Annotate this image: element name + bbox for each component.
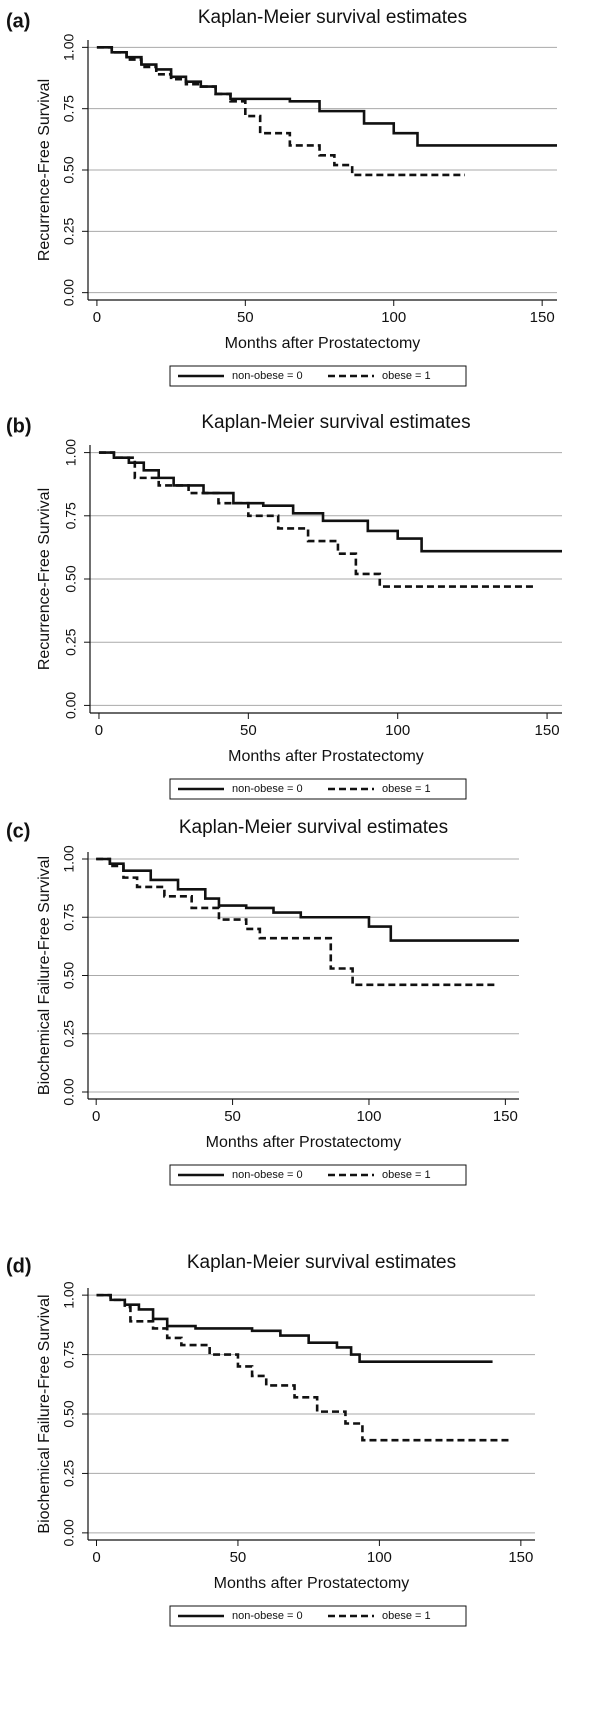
legend-label: non-obese = 0: [232, 783, 303, 795]
x-tick-label: 0: [93, 309, 101, 326]
x-tick-label: 150: [493, 1108, 518, 1125]
x-tick-label: 150: [508, 1549, 533, 1566]
panel-label: (c): [6, 820, 30, 842]
chart-title: Kaplan-Meier survival estimates: [198, 7, 467, 28]
y-axis-title: Recurrence-Free Survival: [36, 488, 53, 670]
survival-line: [96, 46, 465, 177]
y-tick-label: 1.00: [61, 34, 77, 61]
y-tick-label: 0.25: [61, 1460, 77, 1487]
survival-line: [98, 451, 536, 588]
chart-title: Kaplan-Meier survival estimates: [201, 412, 470, 433]
y-tick-label: 1.00: [61, 845, 77, 872]
legend-box: [169, 1605, 467, 1627]
x-tick-label: 100: [385, 722, 410, 739]
legend-label: non-obese = 0: [232, 1610, 303, 1622]
y-tick-label: 0.00: [61, 279, 77, 306]
chart-title: Kaplan-Meier survival estimates: [179, 817, 448, 838]
survival-line: [96, 857, 498, 987]
x-axis-title: Months after Prostatectomy: [228, 748, 424, 765]
legend-label: obese = 1: [382, 1610, 431, 1622]
chart-title: Kaplan-Meier survival estimates: [187, 1252, 456, 1273]
survival-line: [96, 1293, 513, 1442]
chart-panel: (b) Kaplan-Meier survival estimates 0.00 0.…: [6, 412, 562, 800]
y-tick-label: 0.75: [61, 903, 77, 930]
x-tick-label: 100: [367, 1549, 392, 1566]
chart-panel: (a) Kaplan-Meier survival estimates 0.00 0.…: [6, 7, 557, 387]
y-tick-label: 0.75: [61, 1341, 77, 1368]
survival-line: [96, 857, 519, 942]
panel-label: (d): [6, 1255, 32, 1277]
y-tick-label: 1.00: [61, 1281, 77, 1308]
y-tick-label: 0.50: [61, 962, 77, 989]
x-tick-label: 0: [92, 1108, 100, 1125]
x-axis-title: Months after Prostatectomy: [214, 1575, 410, 1592]
legend-label: obese = 1: [382, 1169, 431, 1181]
legend-label: non-obese = 0: [232, 1169, 303, 1181]
y-tick-label: 0.75: [63, 502, 79, 529]
y-tick-label: 0.00: [61, 1078, 77, 1105]
x-axis-title: Months after Prostatectomy: [206, 1134, 402, 1151]
y-tick-label: 0.25: [61, 1020, 77, 1047]
y-axis-title: Recurrence-Free Survival: [36, 79, 53, 261]
x-tick-label: 50: [224, 1108, 241, 1125]
y-axis-title: Biochemical Failure-Free Survival: [36, 856, 53, 1095]
survival-line: [98, 451, 562, 553]
legend-box: [169, 778, 467, 800]
x-tick-label: 0: [95, 722, 103, 739]
x-tick-label: 100: [381, 309, 406, 326]
x-tick-label: 50: [230, 1549, 247, 1566]
chart-panel: (d) Kaplan-Meier survival estimates 0.00 0.…: [6, 1252, 535, 1627]
x-tick-label: 100: [356, 1108, 381, 1125]
y-tick-label: 0.50: [61, 156, 77, 183]
legend-label: obese = 1: [382, 783, 431, 795]
y-tick-label: 0.00: [63, 692, 79, 719]
panel-label: (b): [6, 415, 32, 437]
y-tick-label: 0.00: [61, 1519, 77, 1546]
chart-panel: (c) Kaplan-Meier survival estimates 0.00 0.…: [6, 817, 519, 1186]
x-tick-label: 150: [535, 722, 560, 739]
x-tick-label: 50: [240, 722, 257, 739]
x-tick-label: 50: [237, 309, 254, 326]
y-tick-label: 0.25: [63, 628, 79, 655]
legend-box: [169, 365, 467, 387]
survival-line: [96, 1293, 493, 1363]
x-axis-title: Months after Prostatectomy: [225, 335, 421, 352]
legend-label: non-obese = 0: [232, 370, 303, 382]
x-tick-label: 150: [530, 309, 555, 326]
survival-line: [96, 46, 557, 147]
legend-box: [169, 1164, 467, 1186]
y-tick-label: 0.75: [61, 95, 77, 122]
y-axis-title: Biochemical Failure-Free Survival: [36, 1294, 53, 1533]
legend-label: obese = 1: [382, 370, 431, 382]
y-tick-label: 0.25: [61, 217, 77, 244]
y-tick-label: 0.50: [61, 1400, 77, 1427]
panel-label: (a): [6, 10, 30, 32]
x-tick-label: 0: [92, 1549, 100, 1566]
y-tick-label: 1.00: [63, 439, 79, 466]
y-tick-label: 0.50: [63, 565, 79, 592]
